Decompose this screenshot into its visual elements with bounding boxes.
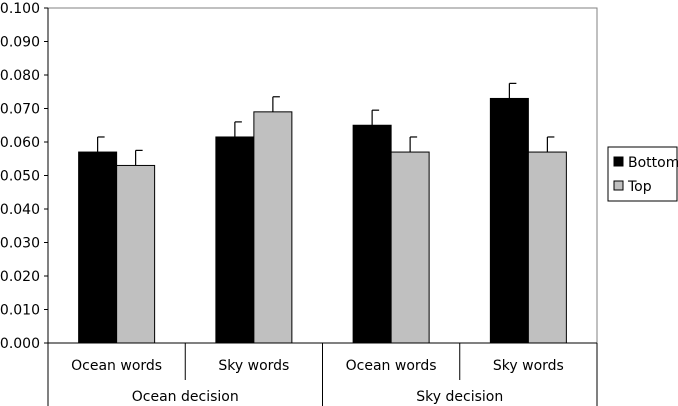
bar-bottom-0	[78, 151, 118, 344]
x-axis: Ocean words Sky words Ocean words Sky words…	[47, 342, 598, 406]
bar-bottom-3	[489, 97, 529, 344]
legend-swatch-bottom	[613, 156, 624, 167]
x-group-label: Ocean decision	[132, 389, 239, 405]
legend-box	[607, 146, 678, 202]
y-tick-label: 0.030	[0, 236, 40, 252]
y-axis: 0.000 0.010 0.020 0.030 0.040 0.050 0.060 0.070…	[0, 1, 598, 352]
bar-top-0	[116, 164, 156, 344]
y-tick-label: 0.040	[0, 202, 40, 218]
legend-swatch-top	[613, 180, 624, 191]
y-tick-label: 0.020	[0, 269, 40, 285]
y-tick-label: 0.000	[0, 336, 40, 352]
bar-top-1	[253, 111, 293, 344]
y-tick-label: 0.010	[0, 303, 40, 319]
bar-bottom-1	[215, 136, 255, 344]
bar-top-3	[527, 151, 567, 344]
bars	[78, 82, 567, 344]
y-tick-label: 0.050	[0, 169, 40, 185]
x-group-label: Sky decision	[416, 389, 503, 405]
bar-bottom-2	[352, 124, 392, 344]
legend: Bottom Top	[607, 146, 678, 202]
y-tick-label: 0.080	[0, 68, 40, 84]
legend-label-top: Top	[627, 179, 652, 195]
x-tick-label: Sky words	[493, 358, 564, 374]
y-tick-label: 0.100	[0, 1, 40, 17]
x-tick-label: Sky words	[218, 358, 289, 374]
legend-label-bottom: Bottom	[628, 155, 678, 171]
bar-top-2	[390, 151, 430, 344]
x-tick-label: Ocean words	[346, 358, 437, 374]
y-tick-label: 0.060	[0, 135, 40, 151]
y-tick-label: 0.070	[0, 102, 40, 118]
x-tick-label: Ocean words	[71, 358, 162, 374]
y-tick-label: 0.090	[0, 35, 40, 51]
